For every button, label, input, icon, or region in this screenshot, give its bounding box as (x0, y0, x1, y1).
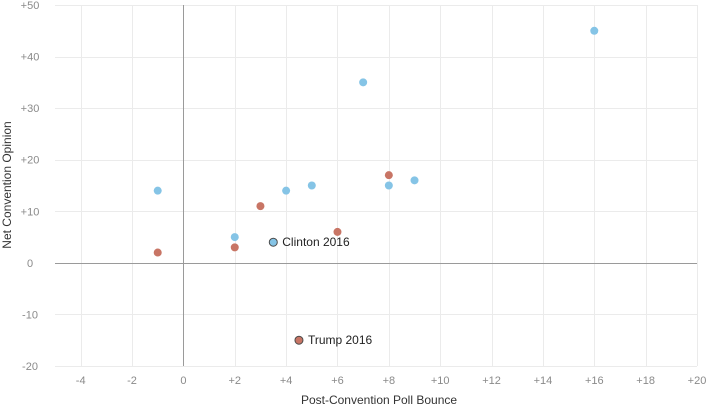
y-tick-label: -20 (22, 361, 38, 373)
x-tick-label: +4 (280, 375, 293, 387)
grid (55, 5, 698, 367)
y-tick-label: +20 (21, 155, 40, 167)
x-tick-label: +14 (534, 375, 553, 387)
x-tick-label: +10 (431, 375, 450, 387)
x-tick-label: +6 (331, 375, 344, 387)
data-point (333, 227, 342, 236)
y-tick-label: +50 (21, 0, 40, 12)
highlighted-point (268, 237, 278, 247)
data-point (590, 26, 599, 35)
x-tick-labels: -4 -2 0 +2 +4 +6 +8 +10 +12 +14 +16 +18 +20 (76, 375, 707, 387)
y-tick-label: -10 (22, 309, 38, 321)
zero-axes (55, 5, 697, 366)
data-point (153, 186, 162, 195)
x-axis-label: Post-Convention Poll Bounce (301, 393, 457, 406)
y-tick-label: +40 (21, 52, 40, 64)
data-point (153, 248, 162, 257)
y-tick-label: +10 (21, 206, 40, 218)
y-tick-label: 0 (27, 258, 33, 270)
point-label: Clinton 2016 (282, 235, 350, 249)
data-point (359, 78, 368, 87)
x-tick-label: +12 (482, 375, 501, 387)
data-point (230, 233, 239, 242)
data-point (384, 171, 393, 180)
data-point (410, 176, 419, 185)
x-tick-label: -4 (76, 375, 86, 387)
x-tick-label: +18 (636, 375, 655, 387)
x-tick-label: +8 (383, 375, 396, 387)
y-tick-labels: -20 -10 0 +10 +20 +30 +40 +50 (21, 0, 40, 373)
data-point (282, 186, 291, 195)
x-tick-label: +16 (585, 375, 604, 387)
data-point (384, 181, 393, 190)
data-point (230, 243, 239, 252)
x-tick-label: +20 (688, 375, 707, 387)
x-tick-label: +2 (228, 375, 241, 387)
x-tick-label: -2 (127, 375, 137, 387)
highlighted-point (294, 335, 304, 345)
y-axis-label: Net Convention Opinion (0, 121, 14, 248)
data-points: Clinton 2016 Trump 2016 (153, 26, 599, 347)
y-tick-label: +30 (21, 103, 40, 115)
point-label: Trump 2016 (308, 333, 373, 347)
data-point (307, 181, 316, 190)
x-tick-label: 0 (180, 375, 186, 387)
data-point (256, 202, 265, 211)
